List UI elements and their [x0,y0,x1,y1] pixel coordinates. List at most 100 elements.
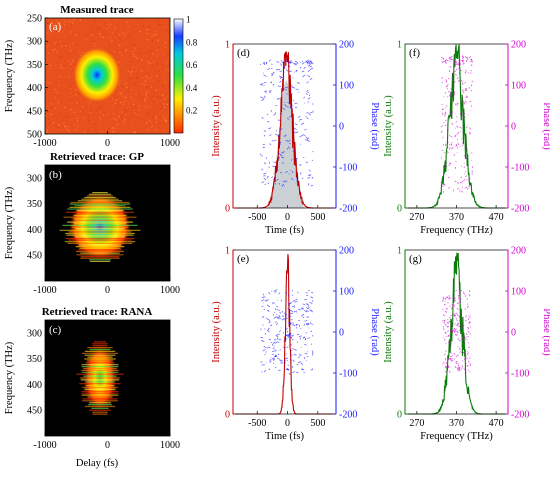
noise-speck [152,40,153,41]
panel-ylabel-right: Phase (rad) [369,308,380,356]
phase-stroke [303,304,306,305]
phase-stroke [470,364,471,365]
phase-stroke [457,147,458,148]
phase-stroke [311,369,313,370]
phase-stroke [280,71,283,72]
panel-xlabel: Time (fs) [265,431,304,442]
left-tick-label: 0 [225,410,230,421]
phase-stroke [309,114,310,115]
panel-xlabel: Time (fs) [265,225,304,236]
noise-speck [138,75,139,76]
phase-stroke [300,172,301,174]
noise-speck [163,74,164,75]
phase-stroke [292,325,293,326]
noise-speck [92,34,93,35]
noise-speck [105,24,106,25]
phase-stroke [443,298,445,300]
noise-speck [157,33,158,34]
phase-stroke [301,363,303,365]
phase-stroke [463,343,464,344]
noise-speck [60,67,61,68]
noise-speck [133,104,134,105]
right-tick-label: -100 [511,369,529,380]
noise-speck [95,129,96,130]
noise-speck [58,79,59,80]
phase-stroke [451,144,452,146]
phase-stroke [312,335,313,336]
phase-stroke [467,337,468,338]
noise-speck [135,71,136,72]
noise-speck [92,122,93,123]
phase-stroke [289,71,292,72]
noise-speck [87,36,88,37]
noise-speck [71,24,72,25]
noise-speck [156,121,157,122]
noise-speck [104,108,105,109]
noise-speck [135,132,136,133]
noise-speck [145,76,146,77]
noise-speck [165,98,166,99]
xtick-label: 270 [409,212,424,223]
panel-a: Measured trace (a) 250300350400450500-10… [4,4,198,149]
phase-stroke [310,310,312,312]
phase-stroke [457,323,458,325]
noise-speck [66,42,67,43]
noise-speck [151,36,152,37]
left-tick-label: 0 [397,204,402,215]
noise-speck [144,100,145,101]
noise-speck [47,83,48,84]
noise-speck [166,62,167,63]
phase-stroke [446,333,447,335]
noise-speck [88,120,89,121]
noise-speck [47,23,48,24]
noise-speck [84,117,85,118]
phase-stroke [312,310,313,312]
phase-stroke [262,182,265,183]
noise-speck [146,31,147,32]
noise-speck [66,26,67,27]
noise-speck [152,116,153,117]
noise-speck [164,129,165,130]
noise-speck [132,89,133,90]
phase-stroke [463,293,464,295]
noise-speck [143,41,144,42]
phase-stroke [312,160,313,161]
phase-stroke [460,191,461,192]
panel-ylabel-left: Intensity (a.u.) [383,301,394,363]
noise-speck [64,36,65,37]
phase-stroke [455,57,456,58]
phase-stroke [298,320,300,321]
noise-speck [98,40,99,41]
noise-speck [155,31,156,32]
noise-speck [148,112,149,113]
panel-ylabel-right: Phase (rad) [541,102,550,150]
noise-speck [150,78,151,79]
noise-speck [145,80,146,81]
noise-speck [70,102,71,103]
phase-stroke [269,321,271,323]
phase-stroke [274,289,277,291]
phase-stroke [450,57,451,58]
noise-speck [57,127,58,128]
phase-stroke [307,338,310,339]
phase-stroke [469,322,470,324]
phase-stroke [305,130,307,131]
phase-stroke [262,99,265,101]
phase-stroke [300,164,302,166]
phase-stroke [293,322,294,324]
noise-speck [147,39,148,40]
phase-stroke [461,191,462,193]
phase-stroke [441,126,443,128]
noise-speck [75,34,76,35]
noise-speck [55,65,56,66]
phase-stroke [443,58,444,60]
noise-speck [134,56,135,57]
ytick-label: 400 [27,83,42,94]
noise-speck [162,84,163,85]
phase-scatter [443,290,471,373]
phase-stroke [264,64,265,65]
noise-speck [138,24,139,25]
